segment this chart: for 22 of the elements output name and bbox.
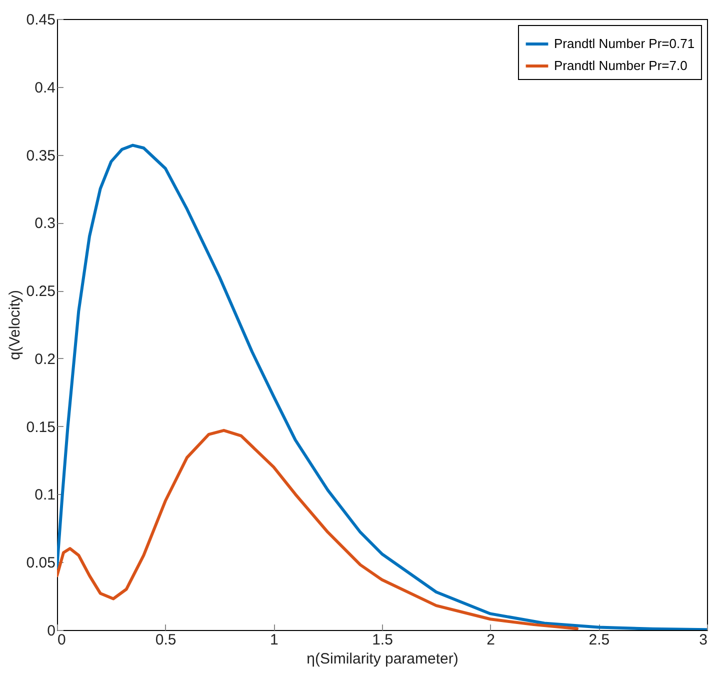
line-series (57, 428, 578, 630)
x-tick-label: 2.5 (588, 632, 610, 648)
x-tick-label: 1.5 (372, 632, 393, 648)
x-tick-label: 0.5 (155, 632, 176, 648)
y-tick-label: 0.45 (26, 12, 56, 28)
y-tick-label: 0.4 (34, 79, 56, 96)
y-axis-title: q(Velocity) (6, 290, 24, 360)
legend-label: Prandtl Number Pr=0.71 (554, 36, 695, 51)
legend-label: Prandtl Number Pr=7.0 (554, 58, 688, 73)
y-tick-label: 0.15 (26, 418, 56, 436)
x-tick-label: 3 (699, 632, 708, 648)
y-tick-label: 0.25 (26, 283, 56, 300)
x-tick-label: 2 (486, 632, 496, 648)
y-tick-label: 0.2 (34, 350, 56, 368)
y-tick-label: 0.35 (26, 147, 56, 164)
y-tick-label: 0.1 (34, 486, 56, 504)
y-tick-label: 0.05 (26, 554, 56, 572)
x-axis-title: η(Similarity parameter) (306, 650, 458, 668)
y-tick-label: 0.3 (34, 215, 56, 232)
x-tick-label: 1 (270, 632, 278, 648)
x-tick-label: 0 (58, 632, 66, 648)
line-series (57, 144, 707, 630)
